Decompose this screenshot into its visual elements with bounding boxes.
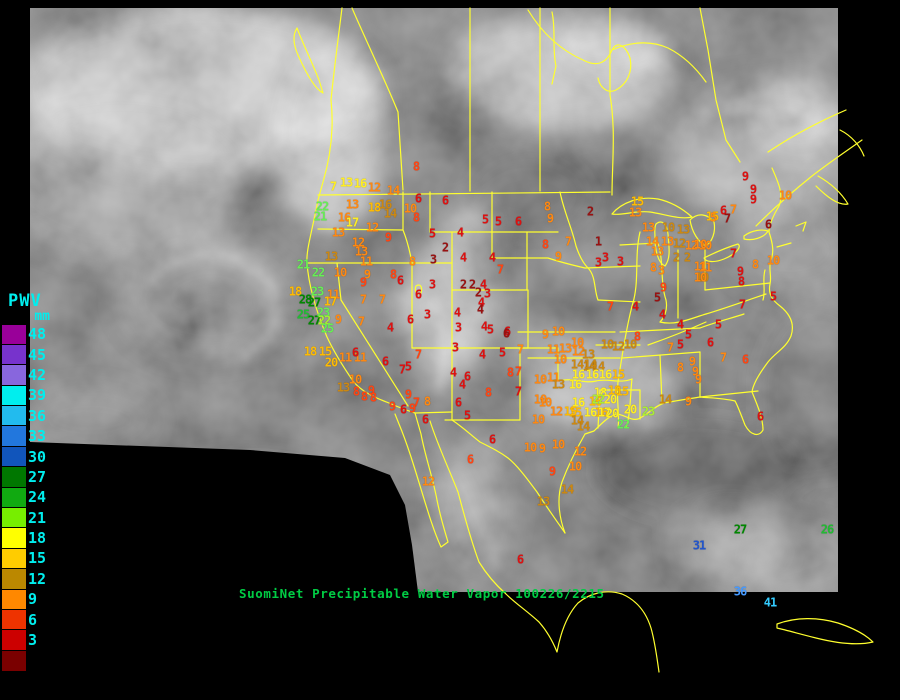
legend-value: 12 xyxy=(28,569,47,588)
legend-value: 39 xyxy=(28,386,47,405)
legend-value: 3 xyxy=(28,631,38,650)
legend-value: 36 xyxy=(28,406,47,425)
legend-swatch xyxy=(2,466,26,488)
legend-row: 39 xyxy=(2,384,64,407)
legend-swatch xyxy=(2,629,26,651)
legend-swatch xyxy=(2,588,26,610)
legend-swatch xyxy=(2,425,26,447)
legend-value: 27 xyxy=(28,467,47,486)
legend-value: 45 xyxy=(28,345,47,364)
legend-swatch xyxy=(2,405,26,427)
legend-swatch xyxy=(2,527,26,549)
legend-swatch xyxy=(2,445,26,468)
legend-row: 24 xyxy=(2,486,64,509)
legend-value: 24 xyxy=(28,488,47,507)
legend-row: 42 xyxy=(2,364,64,386)
legend-value: 18 xyxy=(28,529,47,548)
pwv-legend: PWV mm 48 45 42 39 36 33 30 27 24 21 18 15 12 9 6 3 xyxy=(2,291,64,672)
legend-row: 9 xyxy=(2,588,64,610)
legend-swatch xyxy=(2,649,26,672)
legend-row: 3 xyxy=(2,629,64,651)
legend-unit: mm xyxy=(34,309,50,324)
scan-edge-mask xyxy=(30,442,418,592)
legend-value: 42 xyxy=(28,365,47,384)
legend-value: 30 xyxy=(28,447,47,466)
legend-row: 36 xyxy=(2,405,64,427)
legend-swatch xyxy=(2,486,26,509)
legend-swatch xyxy=(2,323,26,345)
legend-value: 48 xyxy=(28,325,47,344)
legend-row: 15 xyxy=(2,547,64,570)
legend-swatch xyxy=(2,343,26,366)
legend-row: 33 xyxy=(2,425,64,447)
legend-row: 12 xyxy=(2,568,64,590)
map-caption: SuomiNet Precipitable Water Vapor 100226… xyxy=(239,586,605,601)
legend-row: 45 xyxy=(2,343,64,366)
legend-swatch xyxy=(2,384,26,407)
legend-swatch xyxy=(2,364,26,386)
legend-value: 9 xyxy=(28,590,38,609)
legend-value: 15 xyxy=(28,549,47,568)
legend-row: 21 xyxy=(2,507,64,529)
legend-row xyxy=(2,649,64,672)
legend-row: 18 xyxy=(2,527,64,549)
legend-row: 48 xyxy=(2,323,64,345)
legend-row: 30 xyxy=(2,445,64,468)
map-outlines xyxy=(293,7,874,673)
legend-swatch xyxy=(2,568,26,590)
legend-value: 21 xyxy=(28,508,47,527)
legend-value: 6 xyxy=(28,610,38,629)
legend-scale: 48 45 42 39 36 33 30 27 24 21 18 15 12 9 6 3 xyxy=(2,323,64,672)
legend-title: PWV xyxy=(8,291,42,311)
legend-row: 6 xyxy=(2,608,64,631)
legend-swatch xyxy=(2,507,26,529)
legend-swatch xyxy=(2,547,26,570)
legend-row: 27 xyxy=(2,466,64,488)
legend-value: 33 xyxy=(28,427,47,446)
legend-swatch xyxy=(2,608,26,631)
